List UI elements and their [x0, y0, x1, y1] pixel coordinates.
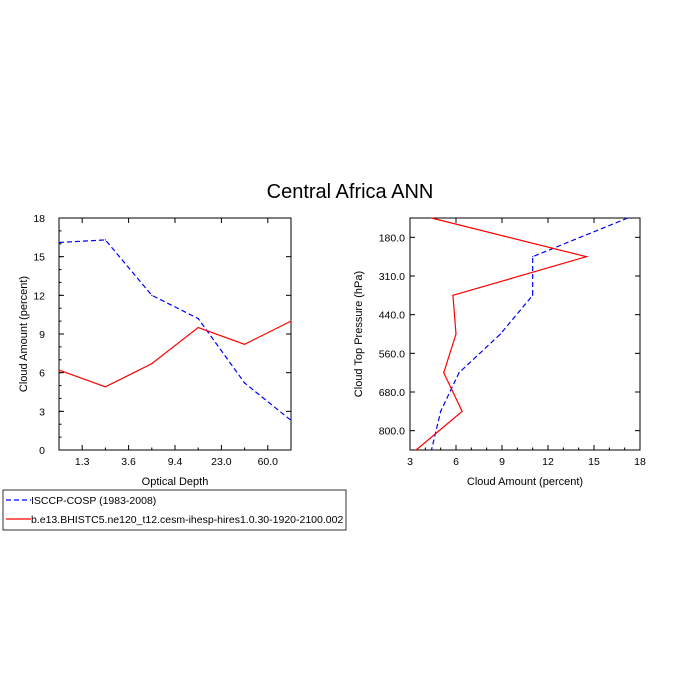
- legend-box: [2, 489, 347, 531]
- left-point-model: [58, 369, 60, 371]
- left-point-isccp: [197, 317, 199, 320]
- left-point-model: [151, 363, 153, 365]
- legend-label-model: b.e13.BHISTC5.ne120_t12.cesm-ihesp-hires…: [31, 514, 343, 526]
- right-point-isccp: [627, 217, 629, 219]
- right-series-model: [415, 217, 589, 451]
- right-y-axis-label: Cloud Top Pressure (hPa): [353, 271, 365, 397]
- left-y-tick-label: 9: [39, 329, 45, 341]
- left-point-model: [244, 343, 246, 345]
- right-x-tick-label: 3: [407, 456, 413, 468]
- right-point-isccp: [532, 294, 534, 296]
- left-x-tick-label: 1.3: [75, 456, 90, 468]
- right-point-model: [415, 449, 417, 451]
- right-x-axis-label: Cloud Amount (percent): [467, 476, 583, 488]
- right-point-model: [443, 372, 445, 374]
- right-x-tick-label: 18: [634, 456, 646, 468]
- right-panel-cloud-top-pressure: Cloud Amount (percent) Cloud Top Pressur…: [353, 217, 646, 488]
- left-point-isccp: [151, 294, 153, 296]
- left-y-tick-label: 12: [33, 290, 45, 302]
- right-point-model: [585, 256, 587, 258]
- right-series-isccp: [430, 217, 628, 451]
- left-point-isccp: [290, 419, 292, 421]
- right-plot-frame: [409, 217, 641, 451]
- legend: ISCCP-COSP (1983-2008) b.e13.BHISTC5.ne1…: [2, 489, 347, 531]
- left-x-tick-label: 9.4: [168, 456, 183, 468]
- right-point-model: [461, 410, 463, 412]
- left-panel-optical-depth: Optical Depth Cloud Amount (percent) 1.3…: [18, 213, 292, 488]
- right-point-model: [452, 294, 454, 296]
- left-point-isccp: [104, 239, 106, 241]
- left-y-axis-label: Cloud Amount (percent): [18, 276, 30, 392]
- left-point-isccp: [244, 382, 246, 384]
- legend-label-isccp: ISCCP-COSP (1983-2008): [31, 495, 156, 507]
- right-point-isccp: [499, 333, 502, 335]
- right-x-tick-label: 12: [542, 456, 554, 468]
- right-y-tick-label: 310.0: [379, 271, 405, 283]
- left-point-isccp: [58, 241, 60, 244]
- left-point-model: [104, 386, 106, 388]
- right-y-tick-label: 180.0: [379, 232, 405, 244]
- right-point-model: [430, 217, 433, 219]
- right-x-tick-label: 9: [499, 456, 505, 468]
- chart-title: Central Africa ANN: [267, 181, 434, 203]
- right-point-isccp: [440, 410, 442, 412]
- right-y-tick-label: 560.0: [379, 348, 405, 360]
- left-x-axis-label: Optical Depth: [142, 476, 209, 488]
- right-y-tick-label: 440.0: [379, 310, 405, 322]
- left-point-model: [290, 320, 292, 322]
- left-y-tick-label: 3: [39, 406, 45, 418]
- left-x-tick-label: 23.0: [211, 456, 232, 468]
- left-x-tick-label: 3.6: [121, 456, 136, 468]
- left-x-tick-label: 60.0: [258, 456, 279, 468]
- left-series-isccp: [58, 239, 292, 421]
- right-point-model: [455, 333, 457, 335]
- left-y-tick-label: 0: [39, 445, 45, 457]
- left-point-model: [197, 326, 199, 329]
- right-point-isccp: [532, 256, 534, 258]
- right-x-tick-label: 6: [453, 456, 459, 468]
- left-y-tick-label: 15: [33, 252, 45, 264]
- left-y-tick-label: 6: [39, 368, 45, 380]
- left-y-tick-label: 18: [33, 213, 45, 225]
- right-point-isccp: [458, 372, 460, 374]
- left-series-model: [58, 320, 292, 388]
- right-point-isccp: [430, 449, 433, 451]
- left-plot-frame: [58, 217, 292, 451]
- right-y-tick-label: 680.0: [379, 387, 405, 399]
- right-y-tick-label: 800.0: [379, 426, 405, 438]
- right-x-tick-label: 15: [588, 456, 600, 468]
